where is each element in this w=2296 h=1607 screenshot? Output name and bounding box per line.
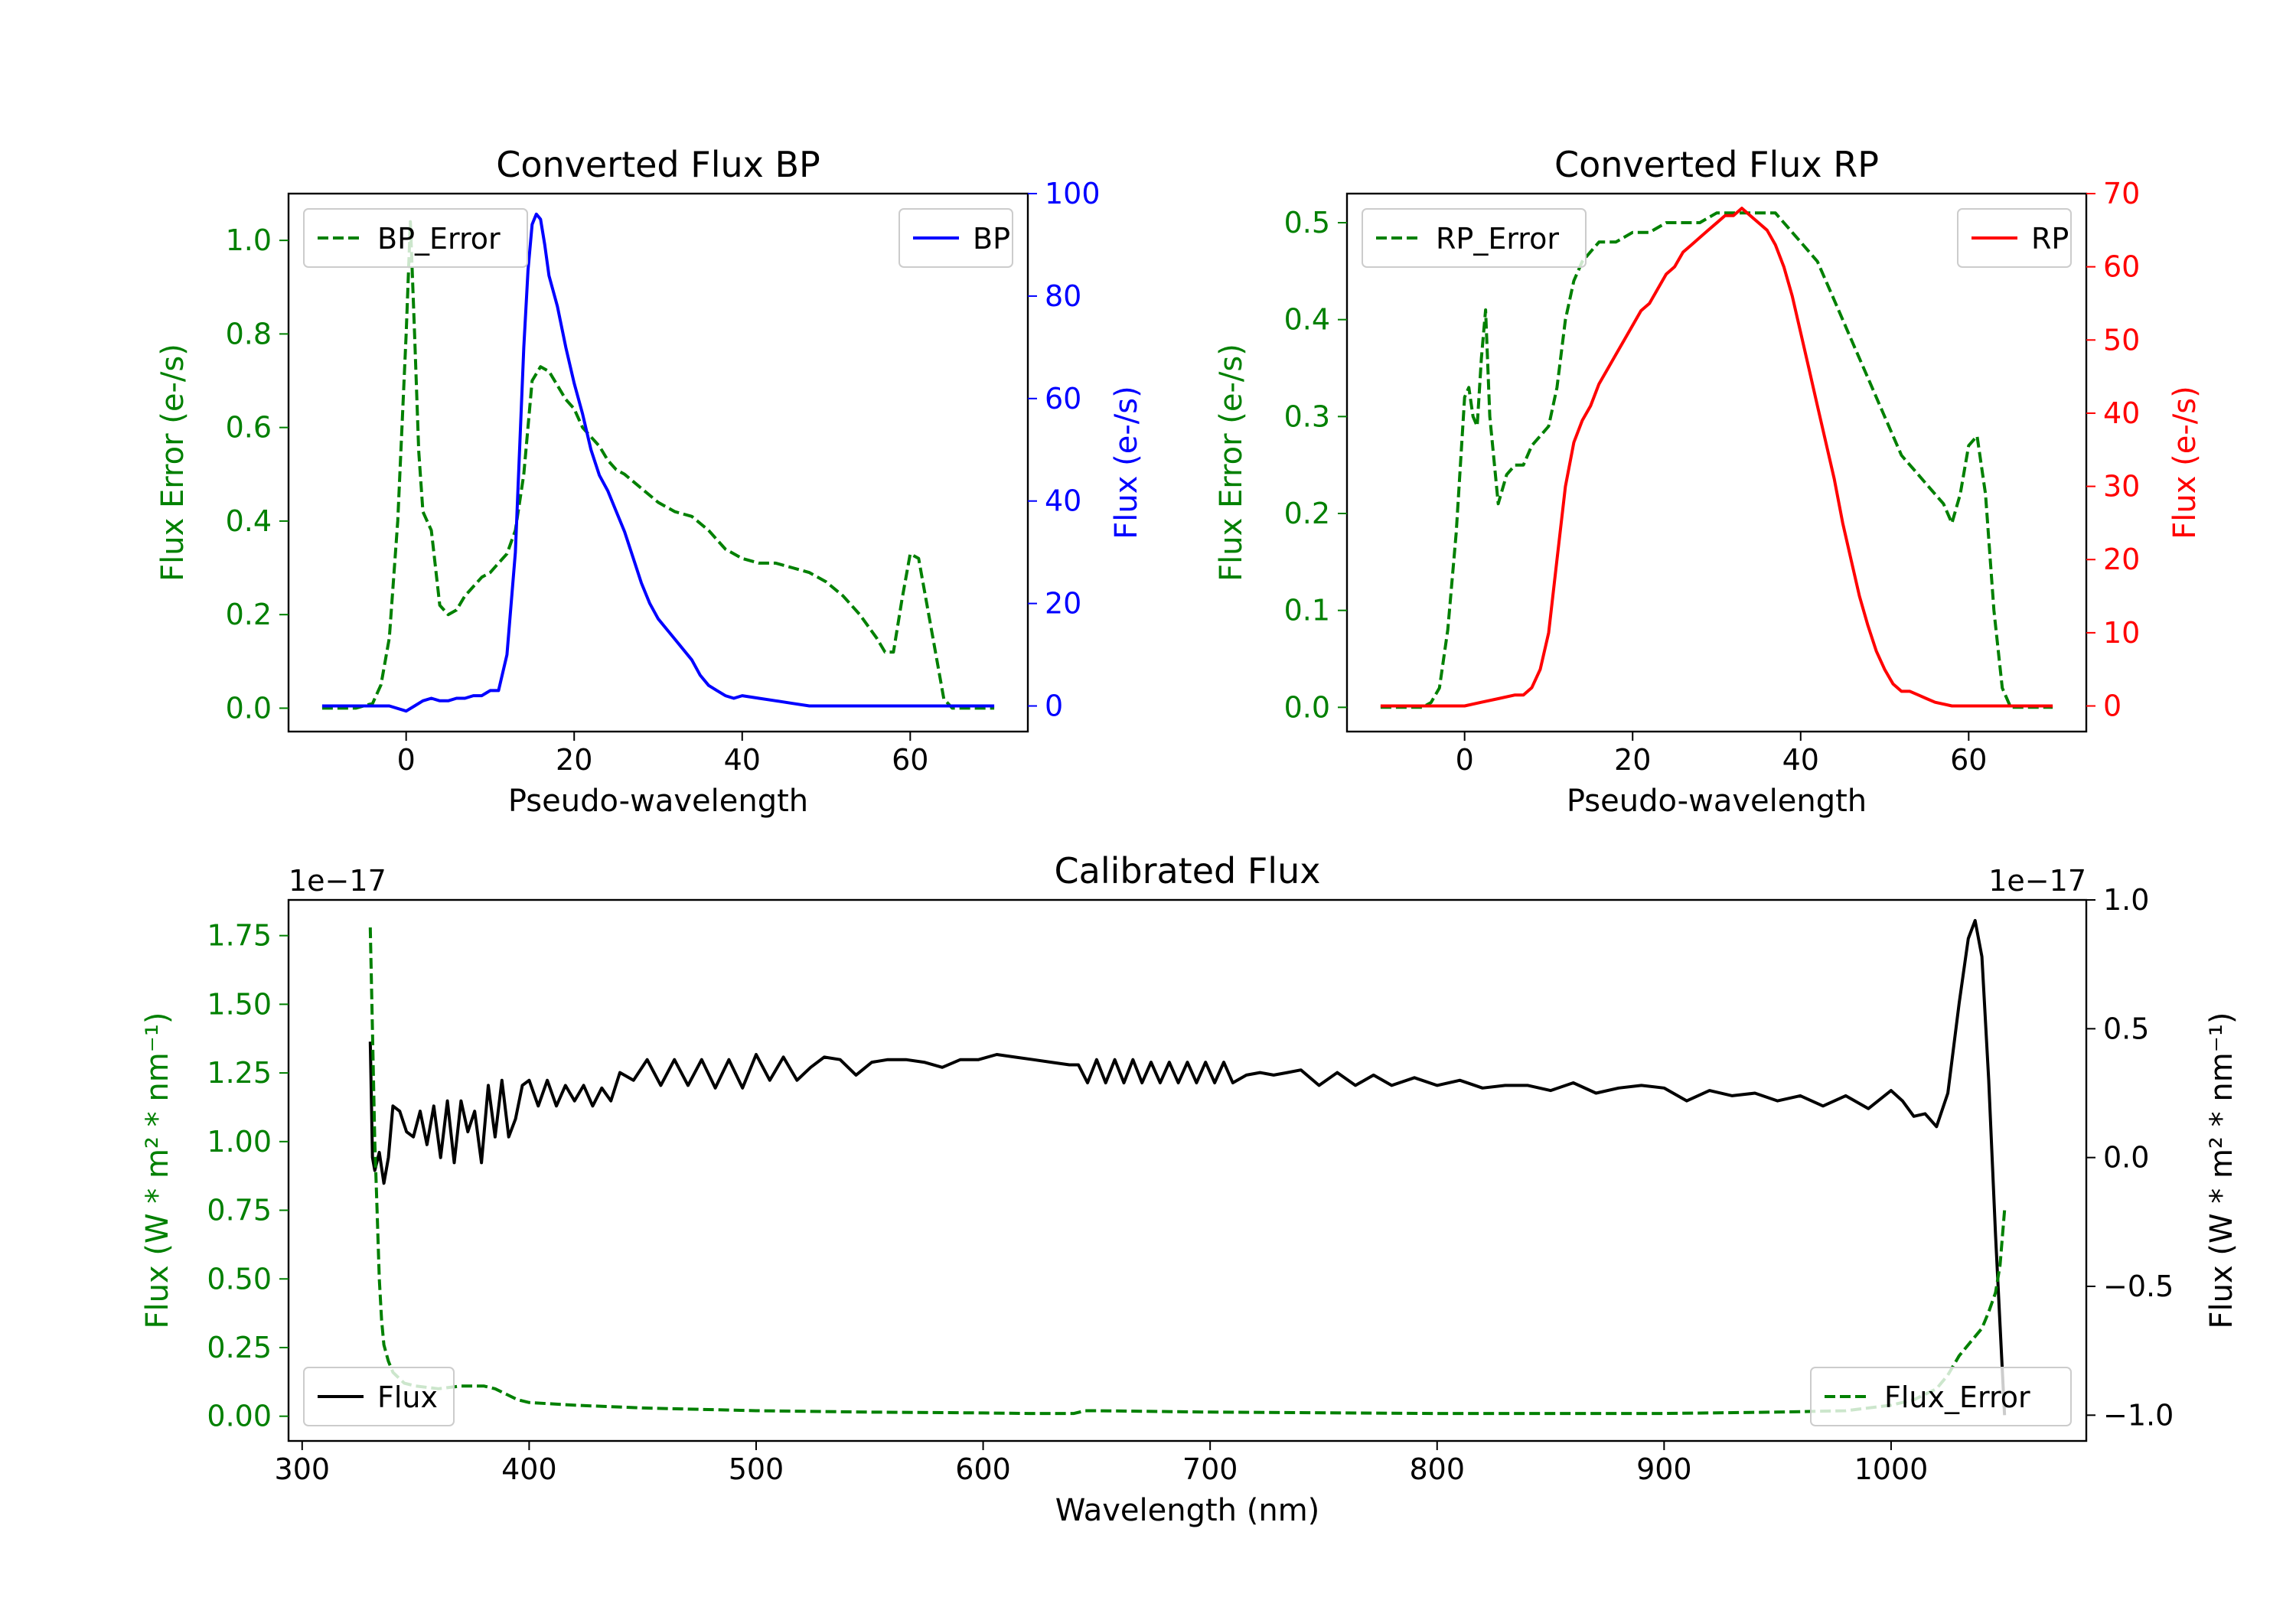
y-tick-label-left: 0.25 bbox=[207, 1331, 272, 1364]
legend-label: BP_Error bbox=[377, 222, 501, 256]
y-tick-label-left: 1.25 bbox=[207, 1056, 272, 1090]
y-tick-label-left: 0.2 bbox=[1284, 497, 1330, 530]
y-tick-label-right: 50 bbox=[2103, 323, 2140, 357]
plot-frame bbox=[1345, 192, 2088, 733]
y-tick-label-right: 80 bbox=[1045, 279, 1081, 313]
chart-rp: 0 20 40 60 0.0 0.1 0.2 0.3 0.4 0.5 0 10 20 30 40 50 60 70… bbox=[1214, 144, 2203, 819]
y-axis-label-right: Flux (W * m² * nm⁻¹) bbox=[2204, 1012, 2239, 1329]
y-offset-left: 1e−17 bbox=[289, 864, 386, 898]
series-line-rp bbox=[1380, 207, 2053, 708]
y-tick-label-right: 0.5 bbox=[2103, 1012, 2149, 1045]
series-line-flux bbox=[368, 918, 2007, 1416]
y-tick-label-right: 70 bbox=[2103, 177, 2140, 210]
legend-label: Flux_Error bbox=[1884, 1380, 2030, 1414]
x-tick-label: 400 bbox=[501, 1452, 557, 1486]
y-tick-label-left: 1.75 bbox=[207, 919, 272, 953]
y-axis-label-right: Flux (e-/s) bbox=[1109, 386, 1144, 539]
x-axis-label: Wavelength (nm) bbox=[1055, 1493, 1320, 1528]
x-tick-label: 1000 bbox=[1854, 1452, 1929, 1486]
y-tick-label-left: 0.6 bbox=[226, 411, 272, 445]
y-tick-label-right: 0 bbox=[2103, 689, 2122, 723]
y-tick-label-right: 60 bbox=[1045, 382, 1081, 416]
x-tick-label: 40 bbox=[724, 743, 761, 777]
chart-title: Calibrated Flux bbox=[1055, 850, 1321, 892]
legend-rp-error: RP_Error bbox=[1362, 208, 1587, 268]
y-tick-label-left: 0.0 bbox=[1284, 690, 1330, 724]
legend-bp-error: BP_Error bbox=[303, 208, 528, 268]
y-tick-label-right: 10 bbox=[2103, 616, 2140, 650]
x-axis-label: Pseudo-wavelength bbox=[1567, 784, 1867, 819]
series-line-rp-error bbox=[1380, 211, 2053, 709]
y-tick-label-left: 0.1 bbox=[1284, 594, 1330, 627]
series-line-flux-error bbox=[368, 927, 2007, 1416]
legend-box bbox=[303, 208, 528, 268]
y-tick-label-right: 20 bbox=[2103, 543, 2140, 576]
y-tick-label-left: 0.00 bbox=[207, 1400, 272, 1433]
y-tick-label-left: 0.8 bbox=[226, 317, 272, 350]
legend-label: RP_Error bbox=[1436, 222, 1559, 256]
y-tick-label-right: 30 bbox=[2103, 470, 2140, 504]
plot-frame bbox=[287, 192, 1029, 733]
legend-box bbox=[1810, 1367, 2072, 1426]
x-tick-label: 0 bbox=[397, 743, 416, 777]
legend-bp: BP bbox=[899, 208, 1013, 268]
chart-cal: 300 400 500 600 700 800 900 1000 0.00 0.25 0.50 0.7… bbox=[140, 850, 2239, 1528]
y-axis-label-right: Flux (e-/s) bbox=[2167, 386, 2203, 539]
y-tick-label-left: 1.00 bbox=[207, 1125, 272, 1159]
series-line-bp-error bbox=[321, 220, 995, 710]
y-tick-label-right: 1.0 bbox=[2103, 883, 2149, 917]
y-offset-right: 1e−17 bbox=[1988, 864, 2086, 898]
x-tick-label: 60 bbox=[1950, 743, 1987, 777]
y-tick-label-left: 1.0 bbox=[226, 223, 272, 257]
x-tick-label: 600 bbox=[955, 1452, 1011, 1486]
legend-label: Flux bbox=[377, 1380, 438, 1414]
y-tick-label-left: 0.0 bbox=[226, 691, 272, 725]
x-tick-label: 900 bbox=[1636, 1452, 1692, 1486]
legend-box bbox=[1362, 208, 1587, 268]
y-tick-label-right: −1.0 bbox=[2103, 1398, 2174, 1432]
chart-title: Converted Flux BP bbox=[496, 144, 820, 185]
y-tick-label-right: −0.5 bbox=[2103, 1270, 2174, 1303]
legend-flux-error: Flux_Error bbox=[1810, 1367, 2072, 1426]
legend-box bbox=[303, 1367, 455, 1426]
x-tick-label: 800 bbox=[1409, 1452, 1465, 1486]
y-axis-label-left: Flux Error (e-/s) bbox=[155, 344, 191, 582]
x-tick-label: 20 bbox=[556, 743, 592, 777]
chart-bp: 0 20 40 60 0.0 0.2 0.4 0.6 0.8 1.0 0 20 40 60 80 100 Con… bbox=[155, 144, 1144, 819]
y-tick-label-left: 0.4 bbox=[1284, 303, 1330, 337]
y-tick-label-right: 20 bbox=[1045, 587, 1081, 621]
x-tick-label: 40 bbox=[1782, 743, 1819, 777]
y-axis-label-left: Flux Error (e-/s) bbox=[1214, 344, 1249, 582]
x-axis-label: Pseudo-wavelength bbox=[508, 784, 808, 819]
x-tick-label: 0 bbox=[1456, 743, 1474, 777]
y-tick-label-left: 0.5 bbox=[1284, 206, 1330, 240]
y-tick-label-right: 0 bbox=[1045, 689, 1063, 723]
x-tick-label: 300 bbox=[275, 1452, 331, 1486]
y-tick-label-left: 1.50 bbox=[207, 987, 272, 1021]
y-tick-label-left: 0.75 bbox=[207, 1194, 272, 1227]
x-tick-label: 500 bbox=[729, 1452, 784, 1486]
y-tick-label-right: 40 bbox=[2103, 396, 2140, 430]
plot-frame bbox=[287, 898, 2088, 1442]
y-tick-label-right: 60 bbox=[2103, 250, 2140, 284]
legend-label: RP bbox=[2031, 222, 2069, 256]
x-tick-label: 60 bbox=[892, 743, 928, 777]
legend-flux: Flux bbox=[303, 1367, 455, 1426]
y-tick-label-left: 0.50 bbox=[207, 1262, 272, 1296]
y-tick-label-right: 100 bbox=[1045, 177, 1101, 210]
legend-rp: RP bbox=[1957, 208, 2072, 268]
y-tick-label-left: 0.2 bbox=[226, 598, 272, 631]
chart-title: Converted Flux RP bbox=[1554, 144, 1879, 185]
y-tick-label-right: 0.0 bbox=[2103, 1141, 2149, 1175]
y-axis-label-left: Flux (W * m² * nm⁻¹) bbox=[140, 1012, 175, 1329]
y-tick-label-right: 40 bbox=[1045, 484, 1081, 518]
series-line-bp bbox=[321, 212, 995, 713]
legend-label: BP bbox=[973, 222, 1010, 256]
y-tick-label-left: 0.3 bbox=[1284, 399, 1330, 433]
x-tick-label: 700 bbox=[1182, 1452, 1238, 1486]
y-tick-label-left: 0.4 bbox=[226, 504, 272, 538]
x-tick-label: 20 bbox=[1614, 743, 1651, 777]
